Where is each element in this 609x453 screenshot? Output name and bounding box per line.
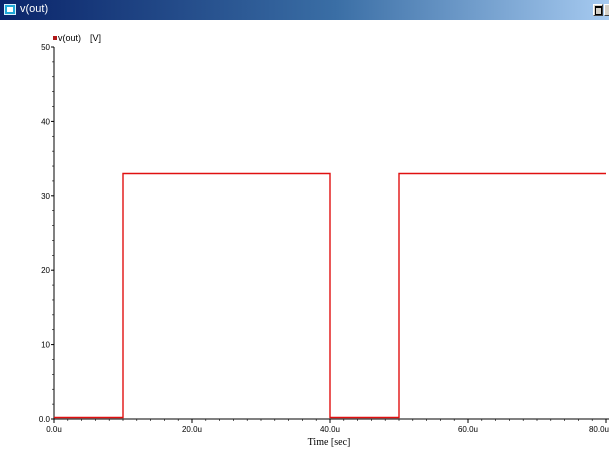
y-tick-label: 30: [41, 192, 50, 201]
title-bar[interactable]: v(out): [0, 0, 609, 20]
y-tick-label: 50: [41, 43, 50, 52]
y-tick-label: 20: [41, 266, 50, 275]
legend-unit-label: [V]: [90, 33, 101, 43]
y-tick-label: 40: [41, 117, 50, 126]
legend-swatch: [53, 36, 57, 40]
x-tick-label: 20.0u: [182, 425, 202, 434]
x-ticks: 0.0u 20.0u 40.0u 60.0u 80.0u: [46, 419, 609, 434]
x-tick-label: 60.0u: [458, 425, 478, 434]
restore-button[interactable]: [593, 4, 603, 16]
waveform-plot[interactable]: v(out) [V] 0.0 10 20 30 40 50 0.0u 20.0u 40.0u 6…: [0, 20, 609, 453]
y-tick-label: 10: [41, 341, 50, 350]
y-ticks: 0.0 10 20 30 40 50: [39, 43, 54, 424]
series-line-vout: [54, 172, 606, 419]
x-tick-label: 0.0u: [46, 425, 62, 434]
close-button[interactable]: [604, 4, 609, 16]
x-tick-label: 40.0u: [320, 425, 340, 434]
window-title: v(out): [20, 3, 49, 15]
legend-series-label: v(out): [58, 33, 81, 43]
y-tick-label: 0.0: [39, 415, 51, 424]
minor-ticks: [52, 46, 607, 421]
x-tick-label: 80.0u: [589, 425, 609, 434]
x-axis-title: Time [sec]: [308, 437, 351, 448]
traces: [54, 172, 606, 419]
app-icon: [4, 4, 16, 15]
